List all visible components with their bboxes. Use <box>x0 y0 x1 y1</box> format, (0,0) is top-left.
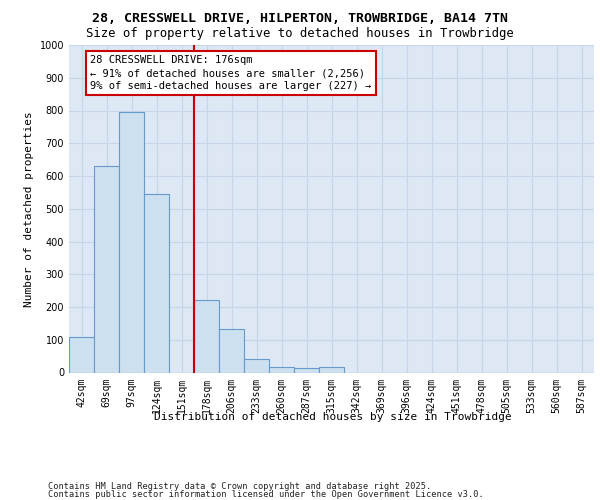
Bar <box>319 367 344 372</box>
Text: Contains HM Land Registry data © Crown copyright and database right 2025.: Contains HM Land Registry data © Crown c… <box>48 482 431 491</box>
Text: Contains public sector information licensed under the Open Government Licence v3: Contains public sector information licen… <box>48 490 484 499</box>
Bar <box>219 329 244 372</box>
Bar <box>94 166 119 372</box>
Bar <box>119 112 144 372</box>
Text: Distribution of detached houses by size in Trowbridge: Distribution of detached houses by size … <box>154 412 512 422</box>
Bar <box>144 194 169 372</box>
Bar <box>269 367 294 372</box>
Text: 28 CRESSWELL DRIVE: 176sqm
← 91% of detached houses are smaller (2,256)
9% of se: 28 CRESSWELL DRIVE: 176sqm ← 91% of deta… <box>90 55 371 91</box>
Text: Size of property relative to detached houses in Trowbridge: Size of property relative to detached ho… <box>86 28 514 40</box>
Text: 28, CRESSWELL DRIVE, HILPERTON, TROWBRIDGE, BA14 7TN: 28, CRESSWELL DRIVE, HILPERTON, TROWBRID… <box>92 12 508 26</box>
Bar <box>194 300 219 372</box>
Bar <box>69 338 94 372</box>
Bar <box>244 358 269 372</box>
Bar <box>294 368 319 372</box>
Y-axis label: Number of detached properties: Number of detached properties <box>24 111 34 306</box>
